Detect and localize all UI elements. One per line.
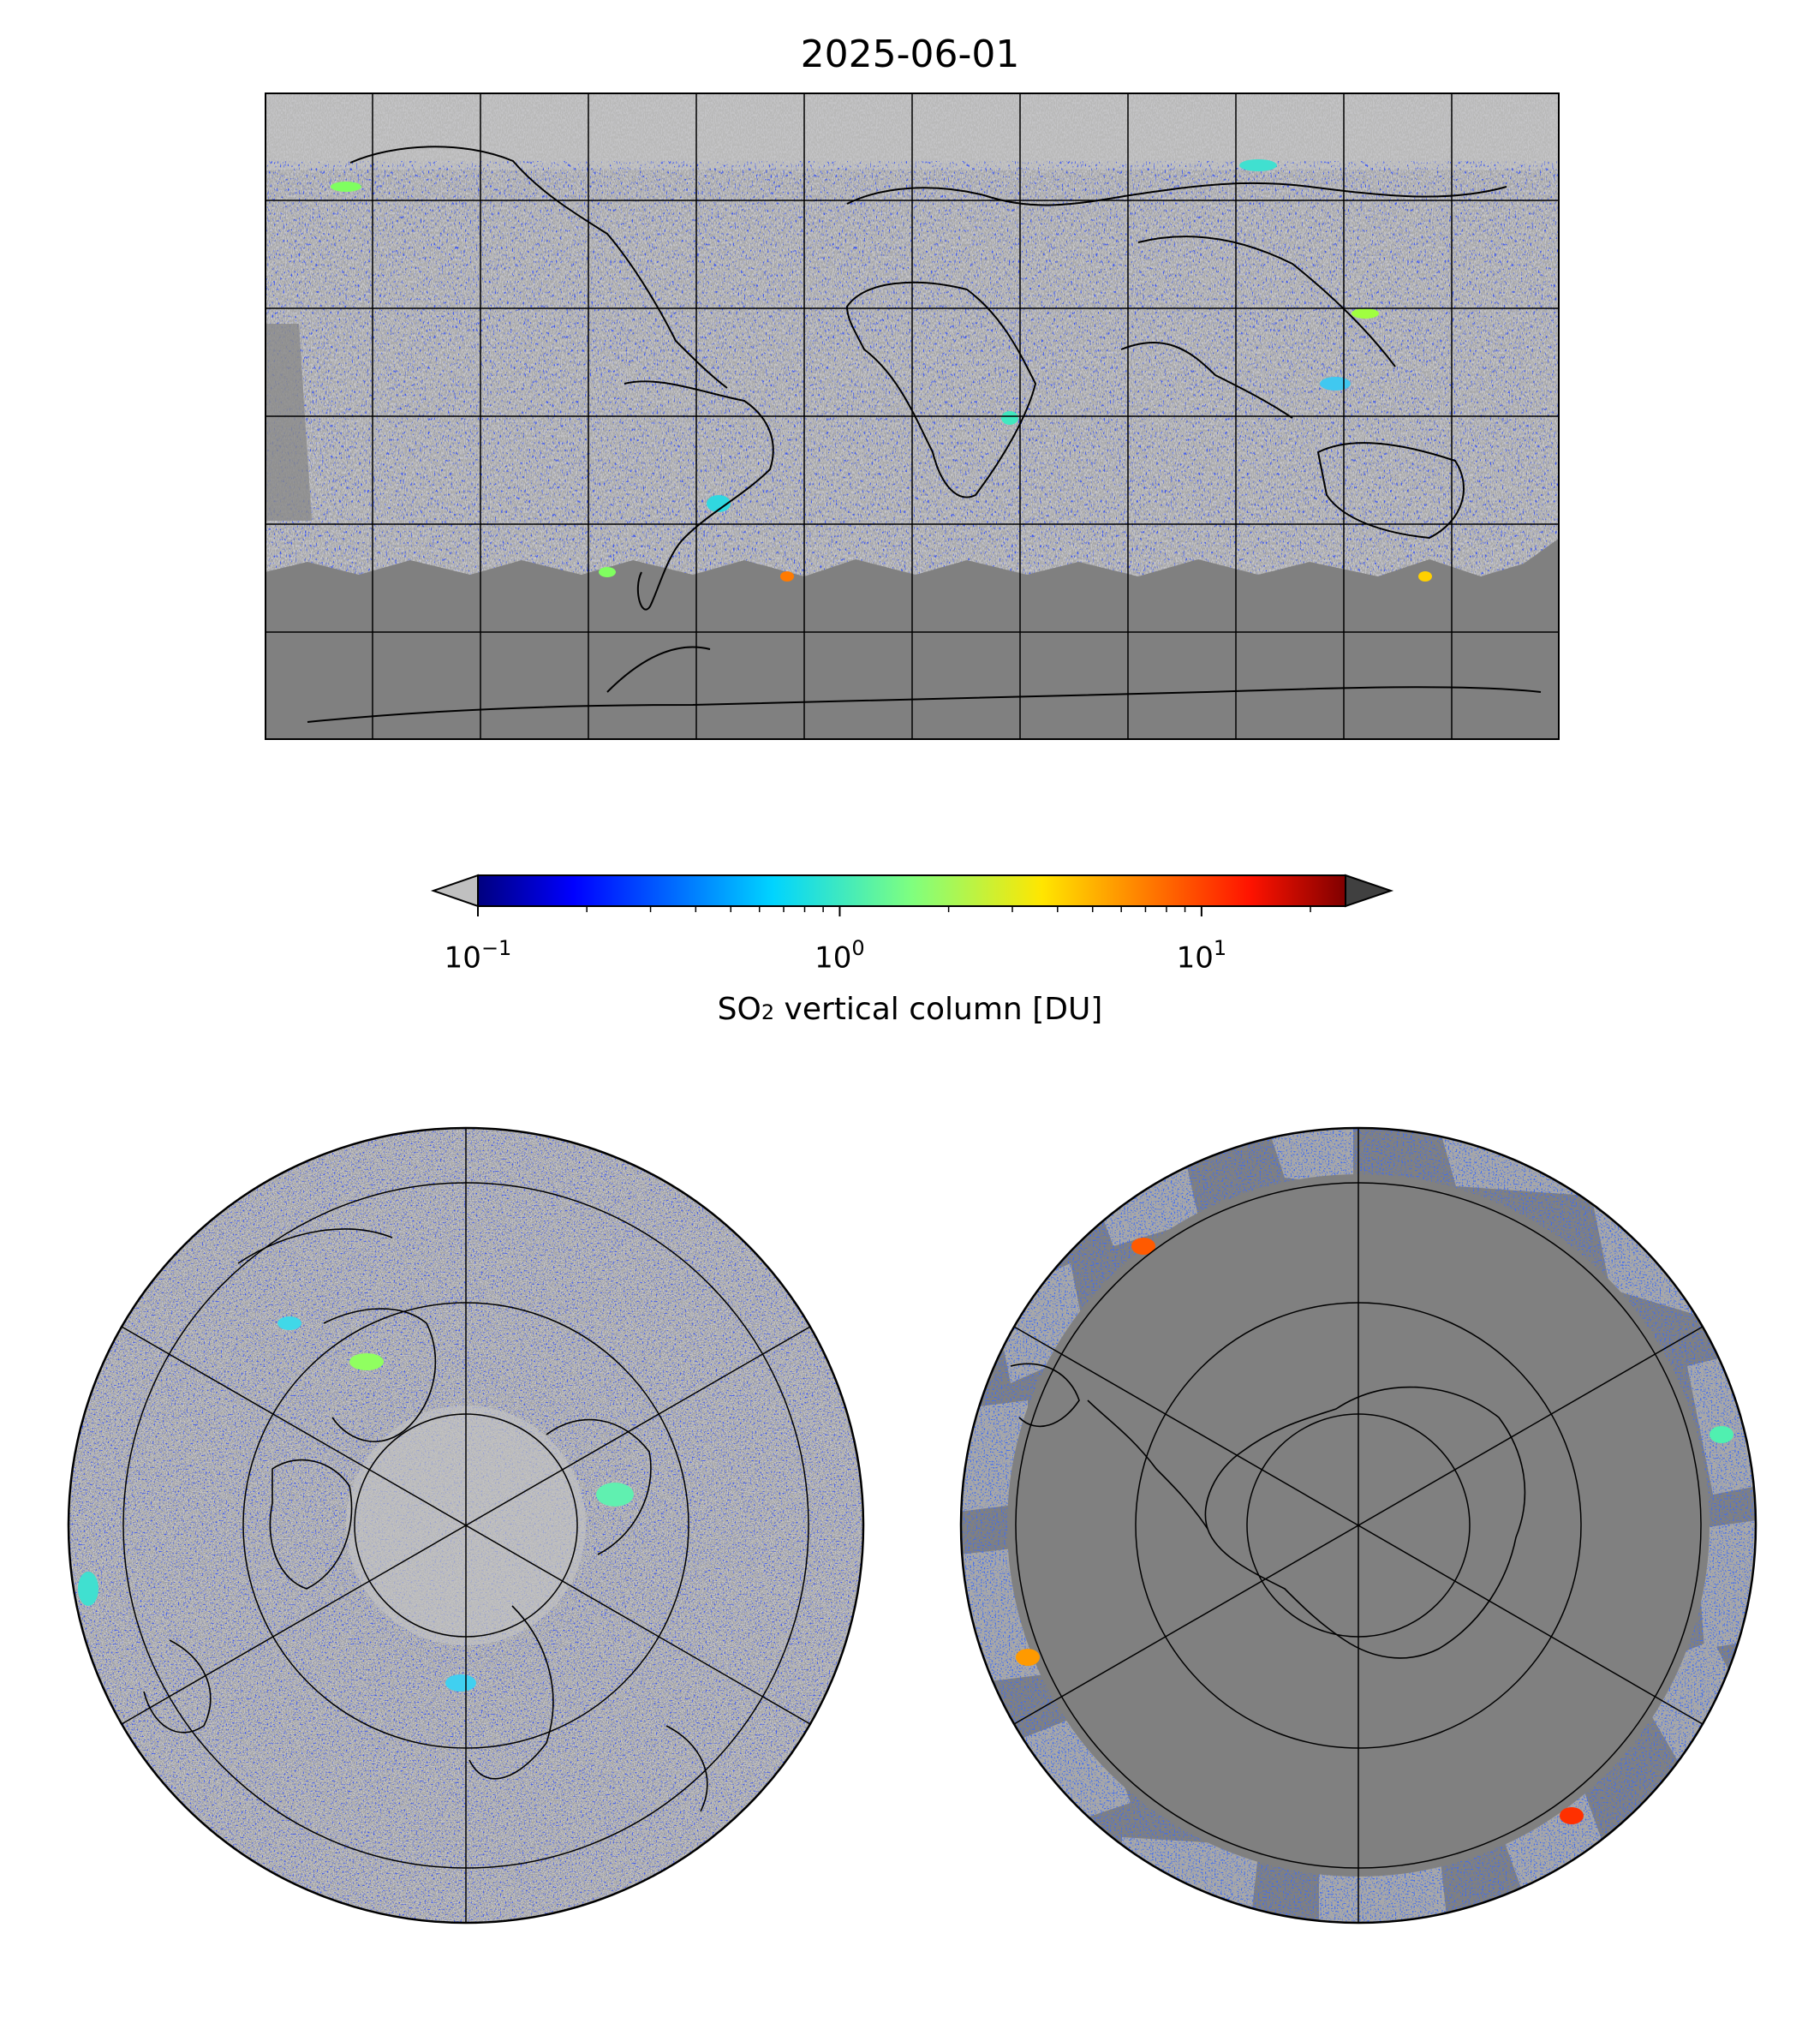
colorbar-gradient [477,874,1346,907]
colorbar [430,874,1394,916]
coastlines [307,146,1542,723]
colorbar-label: SO2 vertical column [DU] [717,992,1103,1027]
colorbar-tick-label: 101 [1176,936,1227,976]
north-polar-gridlines [121,1128,811,1923]
world-map [265,92,1560,740]
world-gridlines [265,92,1560,740]
colorbar-tick-label: 100 [815,936,865,976]
figure-title: 2025-06-01 [800,33,1020,76]
antarctica-coastline [1010,1363,1526,1659]
colorbar-tick-label: 10−1 [444,936,512,976]
south-polar-map [959,1126,1757,1925]
north-polar-map [67,1126,865,1925]
colorbar-over-extension [1345,874,1394,908]
south-polar-gridlines [1013,1128,1704,1923]
colorbar-under-extension [430,874,479,908]
hotspots [331,159,1432,582]
